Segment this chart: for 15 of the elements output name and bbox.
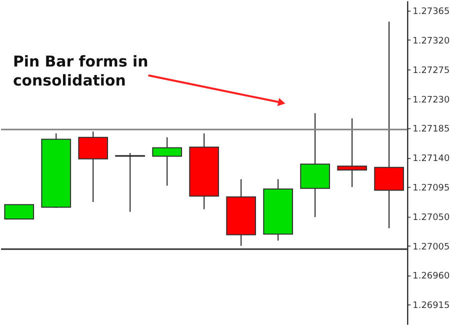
y-tick-label: 1.27140 [412, 154, 450, 164]
candlestick [337, 118, 367, 188]
y-tick-label: 1.26915 [412, 301, 450, 312]
candlestick [115, 152, 146, 212]
y-tick-label: 1.27050 [412, 212, 450, 223]
y-tick-label: 1.26960 [412, 272, 450, 282]
y-tick-label: 1.27320 [412, 36, 450, 46]
y-tick-label: 1.27095 [412, 183, 450, 194]
y-tick-label: 1.27365 [412, 7, 450, 18]
y-tick-label: 1.27005 [412, 242, 450, 252]
candlestick [374, 21, 404, 229]
y-tick-label: 1.27275 [412, 66, 450, 76]
y-tick-label: 1.27185 [412, 124, 450, 135]
y-tick-label: 1.27230 [412, 95, 450, 106]
annotation: Pin Bar forms in consolidation [12, 52, 148, 90]
